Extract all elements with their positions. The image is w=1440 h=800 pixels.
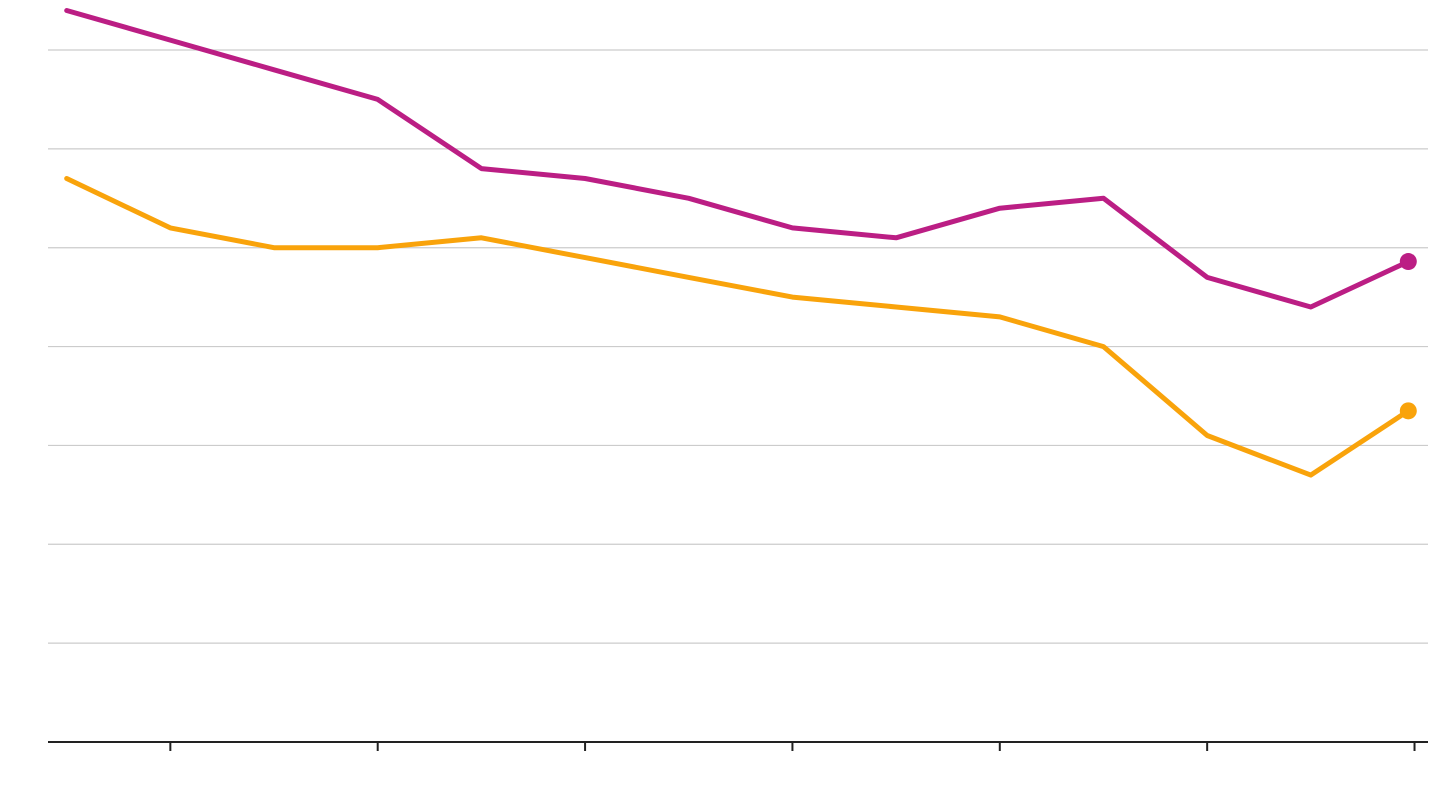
series-line-2 xyxy=(64,176,1411,478)
series-line-1 xyxy=(64,8,1411,310)
series-2-end-point xyxy=(1399,402,1417,420)
series-end-markers xyxy=(1399,253,1417,420)
gridlines xyxy=(48,49,1428,644)
series-lines xyxy=(64,8,1411,478)
x-axis xyxy=(48,741,1428,751)
series-1-end-point xyxy=(1399,253,1417,271)
